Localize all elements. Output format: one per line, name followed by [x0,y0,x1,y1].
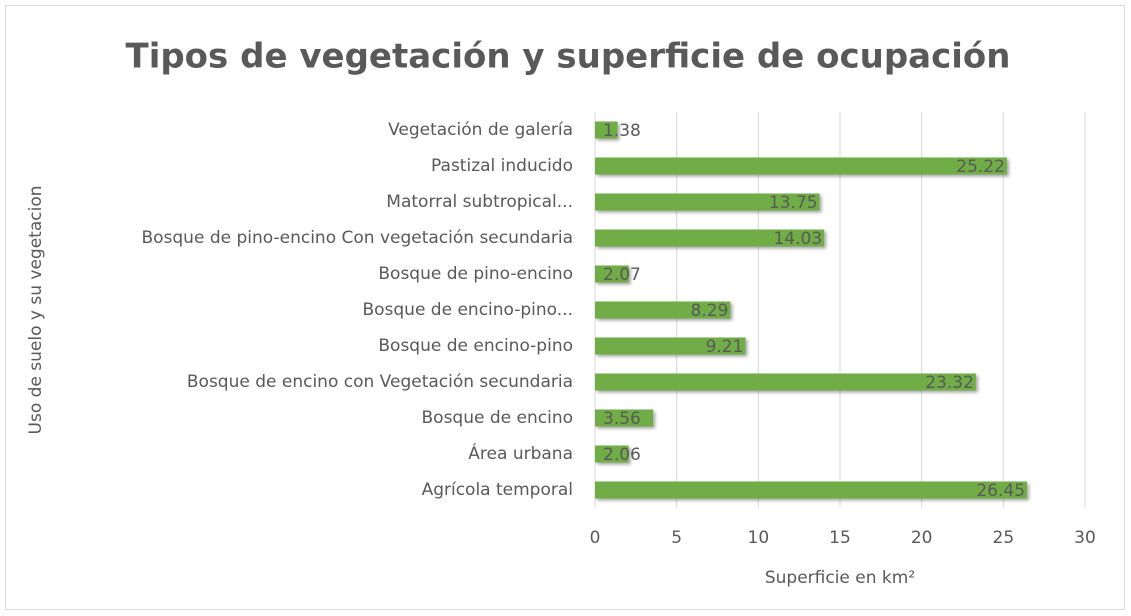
y-tick-label: Bosque de encino-pino [378,336,573,356]
data-label: 25.22 [956,157,1005,177]
chart-title: Tipos de vegetación y superficie de ocup… [126,37,1011,77]
bar [595,409,654,427]
x-axis-label: Superficie en km² [765,568,915,588]
y-tick-label: Bosque de pino-encino [378,264,573,284]
y-tick-label: Agrícola temporal [422,480,573,500]
y-tick-label: Bosque de pino-encino Con vegetación sec… [141,228,573,248]
bar [595,121,618,139]
x-tick-label: 20 [911,528,933,548]
y-tick-label: Vegetación de galería [388,120,573,140]
y-tick-label: Bosque de encino con Vegetación secundar… [187,372,573,392]
data-label: 14.03 [773,229,822,249]
bar [595,481,1028,499]
data-label: 1.38 [603,121,641,141]
x-tick-label: 15 [829,528,851,548]
chart-border [5,5,1125,610]
y-tick-label: Bosque de encino-pino... [362,300,573,320]
data-label: 23.32 [925,373,974,393]
x-tick-label: 0 [590,528,601,548]
x-tick-label: 5 [671,528,682,548]
y-axis-label: Uso de suelo y su vegetacion [26,186,46,435]
data-label: 2.06 [603,445,641,465]
bar [595,193,820,211]
data-label: 3.56 [603,409,641,429]
y-tick-label: Bosque de encino [422,408,573,428]
bar [595,445,629,463]
bar [595,301,731,319]
data-label: 13.75 [769,193,818,213]
bar [595,157,1007,175]
data-label: 26.45 [976,481,1025,501]
y-tick-label: Matorral subtropical... [386,192,573,212]
y-tick-label: Pastizal inducido [431,156,573,176]
y-tick-label: Área urbana [468,442,573,464]
x-tick-label: 25 [993,528,1015,548]
data-label: 8.29 [691,301,729,321]
x-tick-label: 30 [1074,528,1096,548]
data-label: 9.21 [706,337,744,357]
bar [595,337,746,355]
bar [595,229,825,247]
bar [595,265,629,283]
x-tick-label: 10 [748,528,770,548]
data-label: 2.07 [603,265,641,285]
bar [595,373,976,391]
